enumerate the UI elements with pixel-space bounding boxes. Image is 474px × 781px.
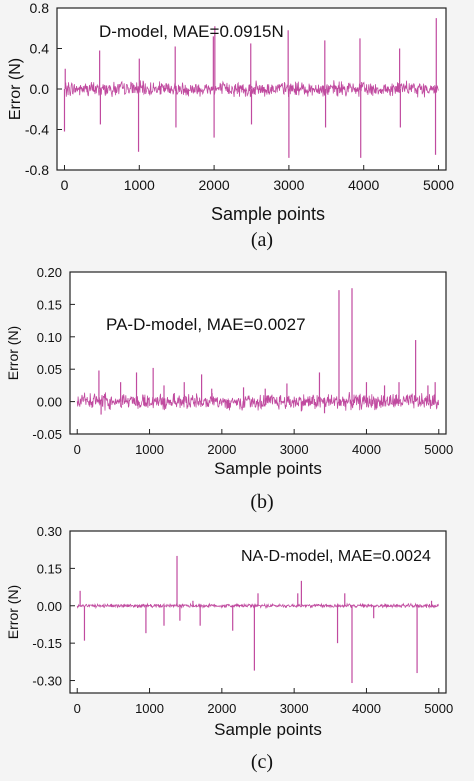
x-tick-label: 0 (74, 701, 81, 716)
x-tick-label: 1000 (135, 442, 164, 457)
x-tick-label: 1000 (124, 177, 155, 193)
chart-annotation: NA-D-model, MAE=0.0024 (241, 548, 431, 565)
y-axis-label: Error (N) (5, 585, 21, 639)
x-tick-label: 2000 (207, 442, 236, 457)
x-tick-label: 4000 (352, 442, 381, 457)
x-tick-label: 3000 (280, 442, 309, 457)
y-tick-label: -0.8 (25, 162, 49, 178)
y-axis-label: Error (N) (7, 58, 24, 120)
x-tick-label: 2000 (207, 701, 236, 716)
noise-band (76, 602, 439, 610)
x-tick-label: 4000 (348, 177, 379, 193)
error-trace (76, 288, 439, 415)
y-tick-label: 0.4 (30, 41, 50, 57)
y-tick-label: 0.15 (37, 561, 62, 576)
x-tick-label: 4000 (352, 701, 381, 716)
y-tick-label: 0.8 (30, 0, 50, 16)
chart-annotation: D-model, MAE=0.0915N (99, 22, 284, 41)
y-tick-label: 0.05 (37, 362, 62, 377)
x-tick-label: 5000 (424, 442, 453, 457)
x-tick-label: 0 (74, 442, 81, 457)
x-axis-label: Sample points (211, 204, 325, 224)
y-tick-label: -0.05 (32, 427, 62, 442)
y-tick-label: 0.0 (30, 81, 50, 97)
axis-ticks: 0 1000 2000 3000 4000 5000 -0.05 0.00 0.05 0.10 0.… (32, 265, 453, 457)
noise-band (76, 391, 439, 411)
axis-ticks: 0 1000 2000 3000 4000 5000 -0.30 -0.15 0.00 0.15 0… (32, 524, 453, 716)
y-tick-label: 0.00 (37, 395, 62, 410)
y-tick-label: -0.15 (32, 636, 62, 651)
x-tick-label: 0 (61, 177, 69, 193)
x-tick-label: 5000 (424, 701, 453, 716)
panel-label: (c) (251, 751, 273, 773)
x-tick-label: 3000 (273, 177, 304, 193)
x-axis-label: Sample points (214, 459, 322, 478)
chart-annotation: PA-D-model, MAE=0.0027 (106, 315, 306, 334)
axis-ticks: 0 1000 2000 3000 4000 5000 -0.8 -0.4 0.0 0.4 0.8 (25, 0, 454, 193)
panel-label: (b) (250, 491, 273, 513)
x-tick-label: 3000 (280, 701, 309, 716)
y-tick-label: 0.20 (37, 265, 62, 280)
y-tick-label: -0.30 (32, 674, 62, 689)
error-trace (63, 18, 439, 158)
x-tick-label: 5000 (423, 177, 454, 193)
y-tick-label: 0.00 (37, 599, 62, 614)
y-tick-label: 0.10 (37, 330, 62, 345)
plot-frame (69, 530, 447, 694)
panel-label: (a) (251, 229, 273, 251)
chart-panel-c: 0 1000 2000 3000 4000 5000 -0.30 -0.15 0.00 0.15 0… (5, 524, 453, 773)
y-tick-label: -0.4 (25, 122, 49, 138)
chart-panel-b: 0 1000 2000 3000 4000 5000 -0.05 0.00 0.05 0.10 0.… (5, 265, 453, 513)
y-tick-label: 0.30 (37, 524, 62, 539)
x-axis-label: Sample points (214, 720, 322, 739)
x-tick-label: 1000 (135, 701, 164, 716)
y-tick-label: 0.15 (37, 297, 62, 312)
x-tick-label: 2000 (199, 177, 230, 193)
error-trace (76, 555, 439, 684)
y-axis-label: Error (N) (5, 326, 21, 380)
noise-band (64, 80, 439, 98)
chart-panel-a: 0 1000 2000 3000 4000 5000 -0.8 -0.4 0.0 0.4 0.8 D… (7, 0, 454, 251)
